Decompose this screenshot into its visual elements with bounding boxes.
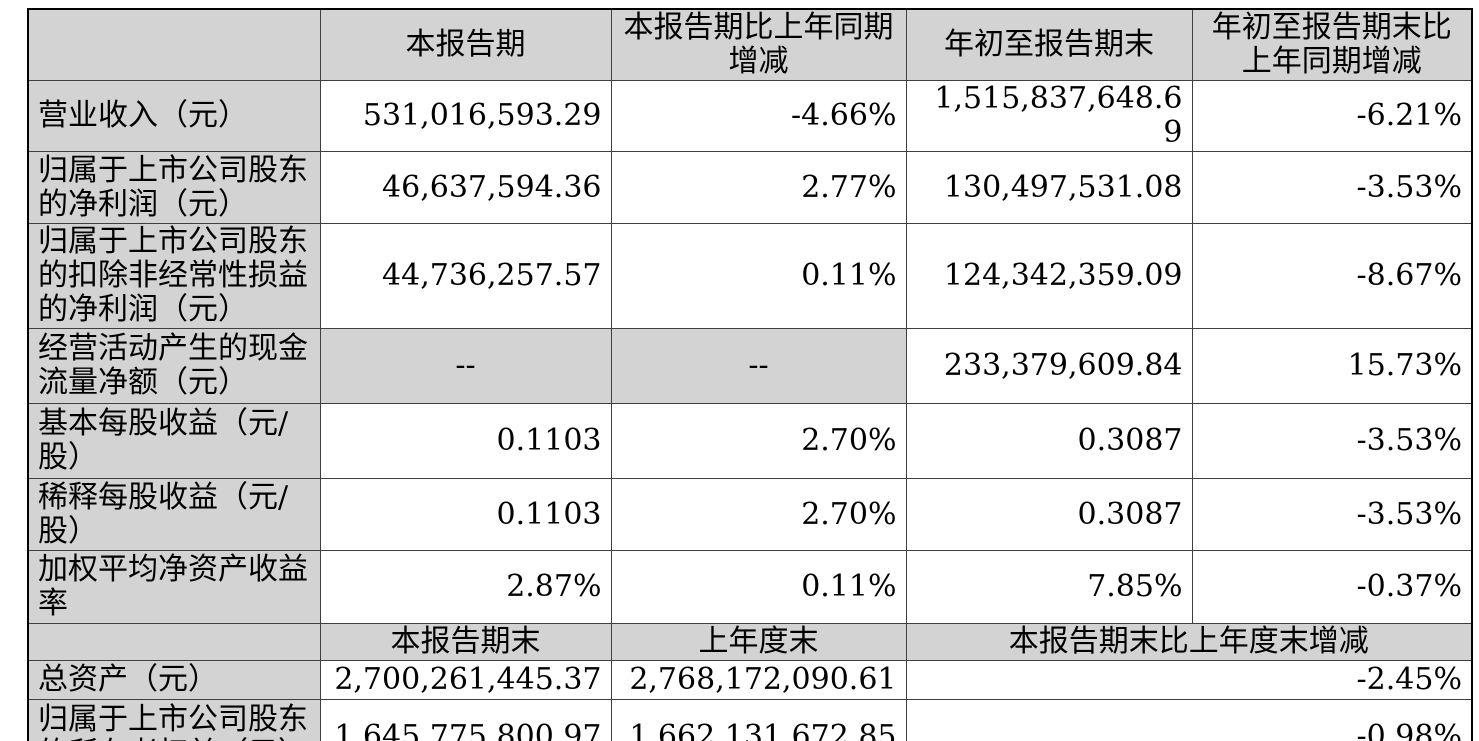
value-cell: -3.53% — [1191, 403, 1473, 479]
value-cell: 44,736,257.57 — [319, 223, 612, 329]
value-cell: 2.70% — [610, 403, 907, 479]
section1-header-row: 本报告期 本报告期比上年同期增减 年初至报告期末 年初至报告期末比上年同期增减 — [27, 8, 1473, 81]
header-year-to-date: 年初至报告期末 — [905, 8, 1193, 81]
value-cell: 531,016,593.29 — [319, 80, 612, 152]
row-net-profit-excl-nonrecurring: 归属于上市公司股东的扣除非经常性损益的净利润（元） 44,736,257.57 … — [27, 223, 1473, 329]
row-equity-attributable: 归属于上市公司股东的所有者权益（元） 1,645,775,800.97 1,66… — [27, 699, 1473, 741]
header-current-period: 本报告期 — [319, 8, 612, 81]
value-cell: 2,768,172,090.61 — [610, 660, 907, 700]
value-cell: 0.3087 — [905, 403, 1193, 479]
value-cell: 0.1103 — [319, 403, 612, 479]
value-cell: 124,342,359.09 — [905, 223, 1193, 329]
value-cell: 1,645,775,800.97 — [319, 699, 612, 741]
row-operating-revenue: 营业收入（元） 531,016,593.29 -4.66% 1,515,837,… — [27, 80, 1473, 152]
row-label-cell: 归属于上市公司股东的扣除非经常性损益的净利润（元） — [27, 223, 321, 329]
value-cell: -3.53% — [1191, 151, 1473, 224]
value-cell: -2.45% — [905, 660, 1473, 700]
value-cell: 2.87% — [319, 550, 612, 624]
row-weighted-avg-roe: 加权平均净资产收益率 2.87% 0.11% 7.85% -0.37% — [27, 550, 1473, 624]
value-cell: 2,700,261,445.37 — [319, 660, 612, 700]
row-operating-cash-flow: 经营活动产生的现金流量净额（元） -- -- 233,379,609.84 15… — [27, 328, 1473, 404]
value-cell: 15.73% — [1191, 328, 1473, 404]
value-cell: 233,379,609.84 — [905, 328, 1193, 404]
value-cell: 1,662,131,672.85 — [610, 699, 907, 741]
row-total-assets: 总资产（元） 2,700,261,445.37 2,768,172,090.61… — [27, 660, 1473, 700]
header-empty-cell — [27, 8, 321, 81]
value-cell: 2.77% — [610, 151, 907, 224]
value-cell-na: -- — [319, 328, 612, 404]
row-label-cell: 营业收入（元） — [27, 80, 321, 152]
row-label-cell: 总资产（元） — [27, 660, 321, 700]
value-cell: -4.66% — [610, 80, 907, 152]
value-cell: -6.21% — [1191, 80, 1473, 152]
value-cell: 46,637,594.36 — [319, 151, 612, 224]
value-cell: 130,497,531.08 — [905, 151, 1193, 224]
value-cell: -3.53% — [1191, 478, 1473, 551]
row-label-cell: 归属于上市公司股东的净利润（元） — [27, 151, 321, 224]
row-label-cell: 加权平均净资产收益率 — [27, 550, 321, 624]
value-cell: 0.11% — [610, 223, 907, 329]
value-cell: 0.1103 — [319, 478, 612, 551]
header-end-of-period: 本报告期末 — [319, 623, 612, 661]
row-label-cell: 基本每股收益（元/股） — [27, 403, 321, 479]
row-diluted-eps: 稀释每股收益（元/股） 0.1103 2.70% 0.3087 -3.53% — [27, 478, 1473, 551]
value-cell: -0.37% — [1191, 550, 1473, 624]
header-empty-cell — [27, 623, 321, 661]
row-basic-eps: 基本每股收益（元/股） 0.1103 2.70% 0.3087 -3.53% — [27, 403, 1473, 479]
header-yoy-change-ytd: 年初至报告期末比上年同期增减 — [1191, 8, 1473, 81]
value-cell-na: -- — [610, 328, 907, 404]
value-cell: 0.3087 — [905, 478, 1193, 551]
row-label-cell: 经营活动产生的现金流量净额（元） — [27, 328, 321, 404]
key-financial-data-table: 本报告期 本报告期比上年同期增减 年初至报告期末 年初至报告期末比上年同期增减 … — [27, 8, 1473, 741]
row-net-profit-attributable: 归属于上市公司股东的净利润（元） 46,637,594.36 2.77% 130… — [27, 151, 1473, 224]
value-cell: 2.70% — [610, 478, 907, 551]
value-cell: -0.98% — [905, 699, 1473, 741]
header-end-of-last-year: 上年度末 — [610, 623, 907, 661]
row-label-cell: 归属于上市公司股东的所有者权益（元） — [27, 699, 321, 741]
header-yoy-change-period: 本报告期比上年同期增减 — [610, 8, 907, 81]
row-label-cell: 稀释每股收益（元/股） — [27, 478, 321, 551]
section2-header-row: 本报告期末 上年度末 本报告期末比上年度末增减 — [27, 623, 1473, 661]
value-cell: 7.85% — [905, 550, 1193, 624]
value-cell: 0.11% — [610, 550, 907, 624]
value-cell: -8.67% — [1191, 223, 1473, 329]
value-cell: 1,515,837,648.69 — [905, 80, 1193, 152]
header-change-vs-last-year-end: 本报告期末比上年度末增减 — [905, 623, 1473, 661]
